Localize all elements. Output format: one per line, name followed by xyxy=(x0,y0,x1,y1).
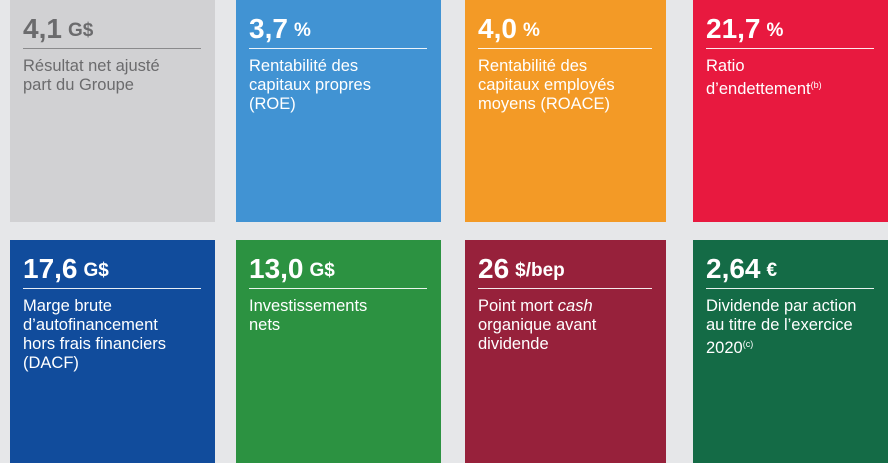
label-line: Dividende par action xyxy=(706,297,888,316)
label-text: dividende xyxy=(478,335,549,353)
label-text: au titre de l’exercice xyxy=(706,316,853,334)
label-text: Rentabilité des xyxy=(249,57,359,75)
kpi-header: 21,7% xyxy=(706,0,888,46)
label-line: organique avant xyxy=(478,316,666,335)
kpi-unit: € xyxy=(766,260,778,281)
label-line: d’endettement(b) xyxy=(706,76,888,99)
kpi-label: Dividende par action au titre de l’exerci… xyxy=(706,297,888,358)
kpi-unit: % xyxy=(522,20,540,41)
kpi-label: Point mort cash organique avant dividende xyxy=(478,297,666,354)
label-line: hors frais financiers xyxy=(23,335,215,354)
kpi-value: 4,0 xyxy=(478,13,517,44)
label-line: capitaux employés xyxy=(478,76,666,95)
kpi-value: 2,64 xyxy=(706,253,761,284)
kpi-label: Ratio d’endettement(b) xyxy=(706,57,888,99)
kpi-tile: 21,7% Ratio d’endettement(b) xyxy=(693,0,888,222)
kpi-tile: 13,0 G$ Investissements nets xyxy=(236,240,441,463)
kpi-value: 21,7 xyxy=(706,13,761,44)
kpi-label: Rentabilité des capitaux propres (ROE) xyxy=(249,57,441,114)
kpi-tile: 26 $/bep Point mort cash organique avant div… xyxy=(465,240,666,463)
kpi-header: 13,0 G$ xyxy=(249,240,441,286)
label-italic: cash xyxy=(557,297,593,315)
divider xyxy=(249,48,427,49)
label-line: Point mort cash xyxy=(478,297,666,316)
label-line: Ratio xyxy=(706,57,888,76)
label-text: moyens (ROACE) xyxy=(478,95,611,113)
label-line: dividende xyxy=(478,335,666,354)
kpi-label: Marge brute d’autofinancement hors frais f… xyxy=(23,297,215,373)
label-text: Dividende par action xyxy=(706,297,857,315)
label-line: Résultat net ajusté xyxy=(23,57,215,76)
kpi-tile: 17,6 G$ Marge brute d’autofinancement hors f… xyxy=(10,240,215,463)
label-line: part du Groupe xyxy=(23,76,215,95)
kpi-value: 3,7 xyxy=(249,13,288,44)
label-line: (DACF) xyxy=(23,354,215,373)
label-text: 2020 xyxy=(706,339,743,357)
kpi-header: 4,1 G$ xyxy=(23,0,215,46)
kpi-header: 4,0% xyxy=(478,0,666,46)
kpi-label: Investissements nets xyxy=(249,297,441,335)
divider xyxy=(478,288,652,289)
label-text: Ratio xyxy=(706,57,745,75)
label-text: part du Groupe xyxy=(23,76,134,94)
label-text: (DACF) xyxy=(23,354,79,372)
kpi-header: 26 $/bep xyxy=(478,240,666,286)
label-text: nets xyxy=(249,316,281,334)
label-text: Point mort xyxy=(478,297,558,315)
kpi-value: 4,1 xyxy=(23,13,62,44)
kpi-header: 17,6 G$ xyxy=(23,240,215,286)
kpi-label: Résultat net ajusté part du Groupe xyxy=(23,57,215,95)
label-text: Rentabilité des xyxy=(478,57,588,75)
label-line: capitaux propres xyxy=(249,76,441,95)
kpi-value: 17,6 xyxy=(23,253,78,284)
label-text: d’endettement xyxy=(706,80,811,98)
kpi-header: 3,7% xyxy=(249,0,441,46)
kpi-tile: 2,64 € Dividende par action au titre de l’e… xyxy=(693,240,888,463)
kpi-unit: % xyxy=(293,20,311,41)
label-line: Investissements xyxy=(249,297,441,316)
kpi-unit: % xyxy=(766,20,784,41)
label-line: Rentabilité des xyxy=(249,57,441,76)
kpi-header: 2,64 € xyxy=(706,240,888,286)
kpi-tile: 4,0% Rentabilité des capitaux employés moye… xyxy=(465,0,666,222)
kpi-value: 13,0 xyxy=(249,253,304,284)
label-text: Marge brute xyxy=(23,297,112,315)
label-line: nets xyxy=(249,316,441,335)
label-sup: (c) xyxy=(742,339,754,349)
label-text: (ROE) xyxy=(249,95,296,113)
kpi-value: 26 xyxy=(478,253,510,284)
label-line: moyens (ROACE) xyxy=(478,95,666,114)
divider xyxy=(23,288,201,289)
label-text: organique avant xyxy=(478,316,597,334)
divider xyxy=(249,288,427,289)
label-line: d’autofinancement xyxy=(23,316,215,335)
kpi-tile: 3,7% Rentabilité des capitaux propres (ROE) xyxy=(236,0,441,222)
label-text: hors frais financiers xyxy=(23,335,167,353)
label-text: d’autofinancement xyxy=(23,316,158,334)
kpi-unit: G$ xyxy=(83,260,109,281)
divider xyxy=(706,48,874,49)
divider xyxy=(23,48,201,49)
kpi-unit: $/bep xyxy=(515,260,565,281)
label-line: au titre de l’exercice xyxy=(706,316,888,335)
divider xyxy=(706,288,874,289)
label-text: Résultat net ajusté xyxy=(23,57,160,75)
label-text: capitaux employés xyxy=(478,76,615,94)
kpi-unit: G$ xyxy=(309,260,335,281)
kpi-label: Rentabilité des capitaux employés moyens (… xyxy=(478,57,666,114)
kpi-unit: G$ xyxy=(67,20,94,41)
divider xyxy=(478,48,652,49)
label-text: Investissements xyxy=(249,297,368,315)
label-line: (ROE) xyxy=(249,95,441,114)
kpi-tile: 4,1 G$ Résultat net ajusté part du Groupe xyxy=(10,0,215,222)
label-line: Rentabilité des xyxy=(478,57,666,76)
label-line: 2020(c) xyxy=(706,335,888,358)
label-text: capitaux propres xyxy=(249,76,371,94)
label-sup: (b) xyxy=(810,80,822,90)
label-line: Marge brute xyxy=(23,297,215,316)
